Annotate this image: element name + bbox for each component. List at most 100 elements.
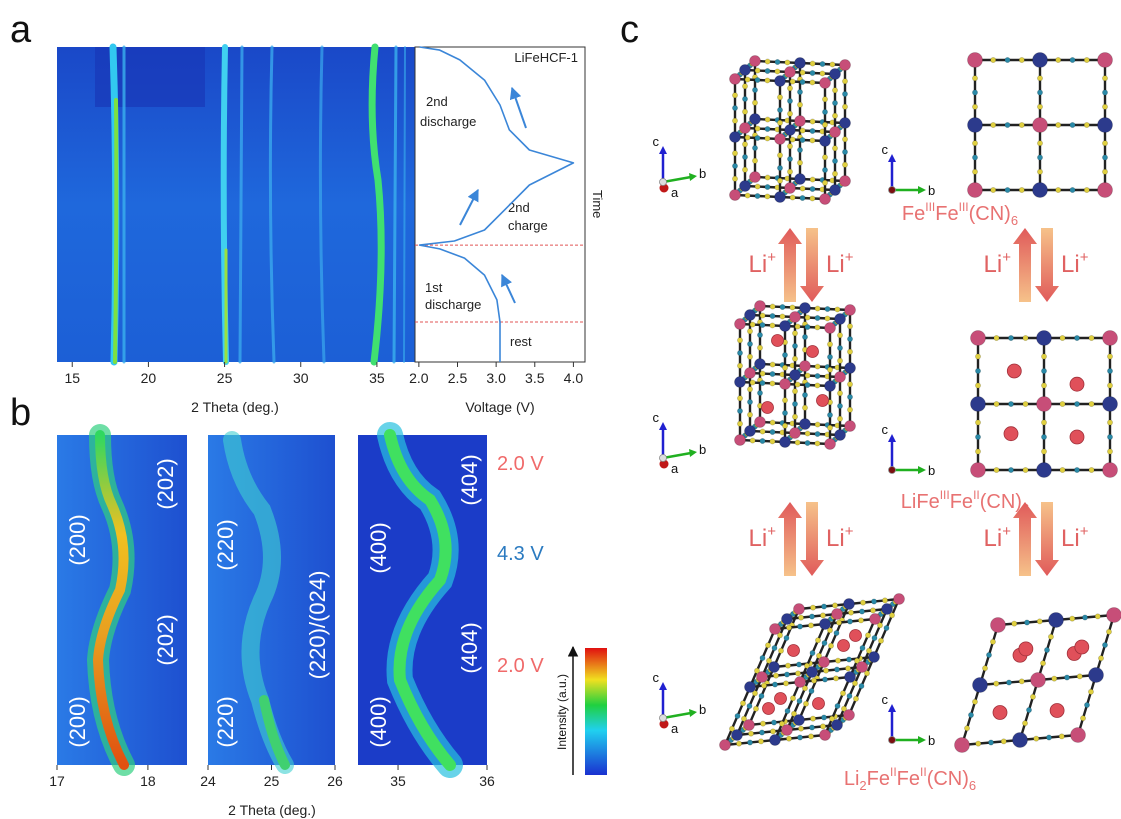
axis-label: c bbox=[653, 670, 660, 685]
atom bbox=[814, 305, 821, 312]
atom bbox=[804, 381, 811, 388]
axis-arrow bbox=[662, 175, 692, 184]
atom bbox=[842, 78, 849, 85]
atom bbox=[865, 632, 872, 639]
atom bbox=[799, 79, 806, 86]
atom bbox=[827, 424, 834, 431]
atom bbox=[968, 712, 975, 719]
atom bbox=[804, 439, 811, 446]
atom bbox=[782, 364, 789, 371]
atom bbox=[764, 126, 771, 133]
formula-part: Fe bbox=[950, 491, 973, 513]
x-tick-label: 4.0 bbox=[564, 370, 584, 386]
li-label-part: + bbox=[767, 249, 776, 266]
atom bbox=[769, 438, 776, 445]
atom bbox=[809, 79, 816, 86]
atom bbox=[834, 429, 846, 441]
atom bbox=[837, 344, 844, 351]
atom bbox=[1076, 673, 1083, 680]
atom bbox=[820, 723, 827, 730]
atom bbox=[754, 125, 761, 132]
axis-arrow bbox=[659, 146, 667, 154]
atom bbox=[819, 77, 831, 89]
atom bbox=[769, 361, 776, 368]
atom bbox=[847, 348, 854, 355]
atom bbox=[782, 397, 789, 404]
formula-part: 6 bbox=[1011, 213, 1018, 228]
atom bbox=[819, 61, 826, 68]
axis-label: b bbox=[699, 702, 706, 717]
atom bbox=[988, 739, 995, 746]
axis-triad: cb bbox=[882, 692, 936, 748]
atom bbox=[757, 344, 764, 351]
atom bbox=[1041, 448, 1048, 455]
atom bbox=[1102, 642, 1109, 649]
li-ion bbox=[816, 394, 829, 407]
atom bbox=[972, 154, 979, 161]
atom bbox=[856, 661, 868, 673]
atom bbox=[781, 724, 793, 736]
atom bbox=[1107, 353, 1114, 360]
li-ion bbox=[774, 692, 787, 705]
axis-label: b bbox=[699, 442, 706, 457]
atom bbox=[732, 117, 739, 124]
axis-origin bbox=[888, 736, 896, 744]
x-tick-label: 30 bbox=[293, 370, 309, 386]
atom bbox=[769, 312, 776, 319]
atom bbox=[747, 386, 754, 393]
atom bbox=[967, 117, 983, 133]
atom bbox=[811, 677, 818, 684]
axis-label: b bbox=[699, 166, 706, 181]
li-arrow-down bbox=[800, 228, 824, 302]
voltage-label: 2.0 V bbox=[497, 655, 544, 677]
x-tick-label: 3.5 bbox=[525, 370, 545, 386]
atom bbox=[759, 321, 766, 328]
li-label: Li+ bbox=[984, 249, 1012, 278]
axis-label: a bbox=[671, 185, 679, 200]
atom bbox=[802, 391, 809, 398]
atom bbox=[871, 635, 878, 642]
atom bbox=[881, 603, 893, 615]
atom bbox=[769, 428, 776, 435]
atom bbox=[737, 395, 744, 402]
atom bbox=[789, 136, 796, 143]
axis-arrow bbox=[888, 704, 896, 712]
atom bbox=[783, 680, 790, 687]
atom bbox=[1004, 57, 1011, 64]
atom bbox=[799, 194, 806, 201]
atom bbox=[1102, 168, 1109, 175]
x-tick-label: 35 bbox=[390, 773, 406, 789]
li-label-part: + bbox=[767, 523, 776, 540]
atom bbox=[1098, 655, 1105, 662]
peak-label: (404) bbox=[457, 454, 482, 505]
voltage-curve bbox=[418, 46, 575, 362]
atom bbox=[787, 98, 794, 105]
atom bbox=[1087, 688, 1094, 695]
atom bbox=[1036, 396, 1052, 412]
atom bbox=[1102, 330, 1118, 346]
atom bbox=[804, 314, 811, 321]
atom bbox=[732, 175, 739, 182]
atom bbox=[759, 370, 766, 377]
atom bbox=[990, 617, 1006, 633]
atom bbox=[1022, 466, 1029, 473]
atom bbox=[787, 143, 794, 150]
atom bbox=[794, 323, 801, 330]
axis-label: a bbox=[671, 721, 679, 736]
atom bbox=[859, 645, 866, 652]
atom bbox=[827, 366, 834, 373]
atom bbox=[1069, 186, 1076, 193]
atom bbox=[744, 76, 751, 83]
x-tick-label: 15 bbox=[64, 370, 80, 386]
atom bbox=[754, 183, 761, 190]
atom bbox=[773, 672, 780, 679]
atom bbox=[829, 61, 836, 68]
atom bbox=[814, 372, 821, 379]
li-arrow-down bbox=[1035, 228, 1059, 302]
atom bbox=[1022, 334, 1029, 341]
atom bbox=[1041, 367, 1048, 374]
peak-label: (200) bbox=[65, 696, 90, 747]
colorbar bbox=[585, 648, 607, 775]
atom bbox=[970, 462, 986, 478]
